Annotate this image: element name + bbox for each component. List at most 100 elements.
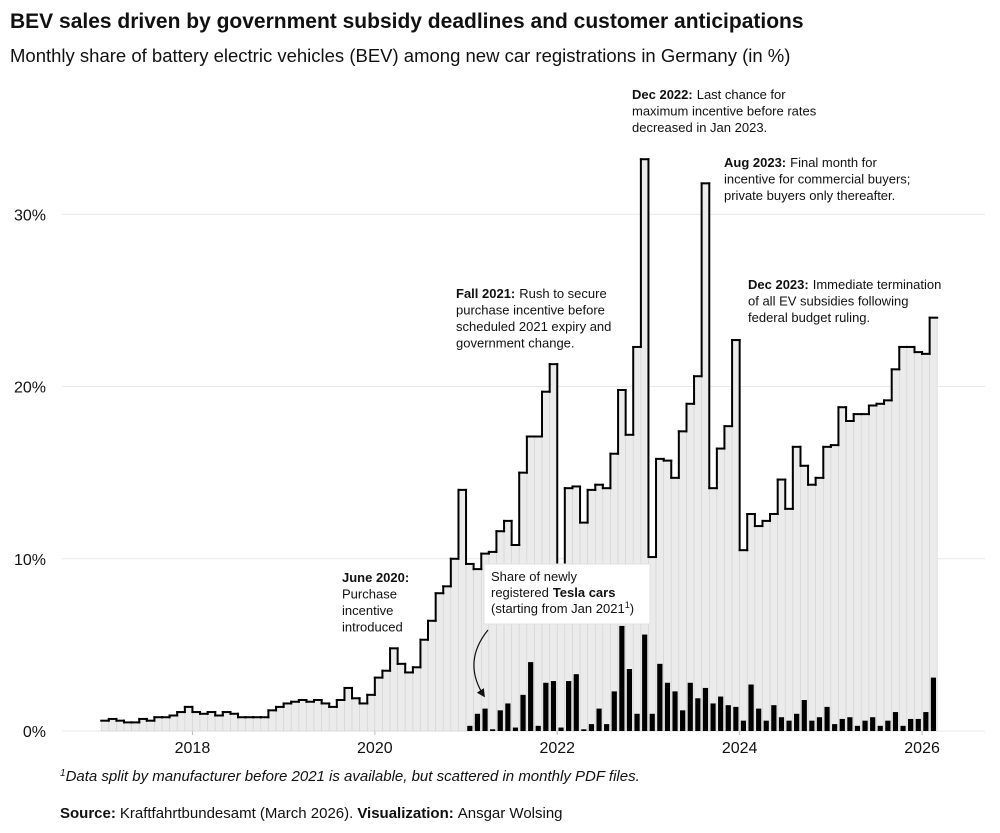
tesla-bar [497,710,503,731]
bar [716,448,725,732]
bar [404,672,414,732]
y-tick-label: 0% [23,724,46,741]
tesla-bar [877,725,883,731]
bar [146,720,155,732]
bar [131,722,140,732]
tesla-bar [771,705,777,731]
bar [351,697,360,732]
bar [883,400,892,732]
bar [169,715,178,732]
tesla-note-text: (starting from Jan 2021 [491,601,625,616]
tesla-bar [588,724,595,731]
bar [397,663,406,732]
y-tick-label: 10% [14,552,46,569]
bar [154,716,163,732]
footnote: 1Data split by manufacturer before 2021 … [60,768,640,785]
bar [306,701,315,732]
tesla-bar [680,710,686,731]
tesla-bar [923,712,929,731]
y-tick-label: 30% [14,207,46,224]
viz-text: Ansgar Wolsing [458,805,563,822]
bar [739,549,748,732]
annotation-text: private buyers only thereafter. [724,188,895,203]
tesla-bar [892,712,899,731]
bar [876,403,885,732]
tesla-bar [862,720,868,731]
tesla-bar [657,663,663,731]
bar [541,391,550,732]
tesla-bar [482,708,488,731]
bar [830,444,839,732]
annotation-text: scheduled 2021 expiry and [456,319,611,334]
bar [420,639,429,732]
bar [108,718,117,732]
bar [496,530,505,732]
x-tick-label: 2024 [722,740,758,757]
tesla-bar [702,687,709,731]
tesla-bar [832,724,838,731]
bar [359,703,368,732]
bar [138,718,148,732]
tesla-bar [490,729,496,731]
tesla-bar [619,625,625,731]
bar [389,648,398,732]
source-text: Kraftfahrtbundesamt (March 2026). [120,805,353,822]
bar [503,520,512,732]
annotation-text: maximum incentive before rates [632,104,817,119]
tesla-bar [505,703,511,731]
annotation-text: introduced [342,620,403,635]
bar [549,363,558,732]
tesla-bar [740,720,747,731]
tesla-bar [885,720,891,731]
bar [724,425,733,732]
bar [921,353,930,732]
tesla-bar [778,717,785,731]
x-tick-label: 2020 [357,740,393,757]
tesla-bar [581,729,587,731]
bar [328,706,338,732]
bar [176,711,186,732]
tesla-bar [794,713,800,731]
tesla-bar [733,706,739,731]
annotation-label: Fall 2021: [456,286,515,301]
bar [845,420,854,732]
bar [815,477,824,732]
bar [442,586,452,732]
annotation-text: incentive for commercial buyers; [724,172,910,187]
annotation-line: Dec 2022: Last chance for [632,87,786,102]
footnote-mark: 1 [625,600,630,610]
chart-title: BEV sales driven by government subsidy d… [10,10,804,33]
bar [366,694,376,732]
x-tick-label: 2026 [904,740,940,757]
bar [336,699,345,732]
tesla-bar [718,696,724,731]
footnote-mark: 1 [60,768,66,779]
tesla-note-box [483,563,651,625]
annotation-text: decreased in Jan 2023. [632,120,767,135]
tesla-bar [520,694,526,731]
footnote-text: Data split by manufacturer before 2021 i… [66,768,640,785]
bar [275,706,284,732]
annotation-text: federal budget ruling. [748,310,870,325]
annotation-line: Aug 2023: Final month for [724,155,878,170]
bar [374,677,383,732]
annotation-text: of all EV subsidies following [748,294,908,309]
bar [412,666,421,732]
source: Source: Kraftfahrtbundesamt (March 2026).… [60,805,563,822]
bar [731,339,740,732]
tesla-bar [543,682,549,731]
bar [853,413,862,732]
tesla-bar [801,700,807,731]
tesla-bar [550,681,557,731]
tesla-bar [786,720,792,731]
annotation-text: Rush to secure [519,286,606,301]
tesla-note-text: ) [630,601,634,616]
bar [762,520,771,732]
tesla-bar [870,717,876,731]
tesla-bar [664,682,671,731]
annotation-text: purchase incentive before [456,303,605,318]
bar [230,713,239,732]
chart-subtitle: Monthly share of battery electric vehicl… [10,45,790,66]
bar [123,722,132,732]
viz-label: Visualization: [357,805,453,822]
